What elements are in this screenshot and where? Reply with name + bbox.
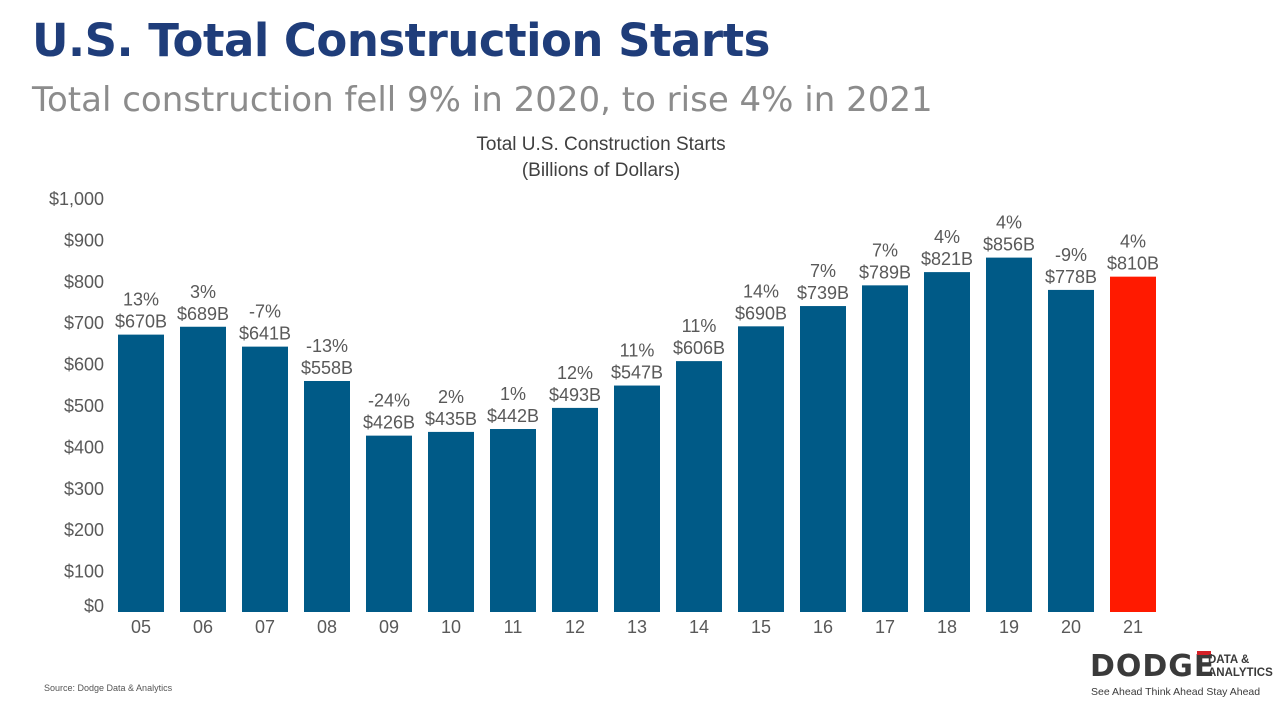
x-tick-label: 21 [1123, 617, 1143, 637]
value-label: $547B [611, 363, 663, 383]
y-tick-label: $800 [64, 272, 104, 292]
pct-label: -13% [306, 336, 348, 356]
bar-11 [490, 429, 536, 612]
pct-label: 11% [682, 316, 717, 336]
value-label: $606B [673, 338, 725, 358]
value-label: $442B [487, 406, 539, 426]
y-tick-label: $500 [64, 396, 104, 416]
bar-13 [614, 385, 660, 612]
bars [118, 257, 1156, 612]
value-label: $821B [921, 249, 973, 269]
x-tick-label: 05 [131, 617, 151, 637]
pct-label: 11% [620, 341, 655, 361]
bar-07 [242, 346, 288, 612]
bar-20 [1048, 289, 1094, 612]
x-tick-label: 11 [504, 617, 523, 637]
y-tick-label: $300 [64, 479, 104, 499]
bar-17 [862, 285, 908, 612]
value-label: $810B [1107, 254, 1159, 274]
page-title: U.S. Total Construction Starts [32, 14, 770, 67]
y-tick-label: $100 [64, 562, 104, 582]
pct-label: -24% [368, 391, 410, 411]
value-label: $856B [983, 235, 1035, 255]
chart-title: Total U.S. Construction Starts [476, 134, 726, 155]
chart-subtitle: (Billions of Dollars) [521, 160, 681, 181]
logo-wordmark: DODGE [1090, 649, 1216, 684]
bar-15 [738, 326, 784, 612]
logo-side-text: DATA & ANALYTICS [1208, 654, 1273, 679]
bar-16 [800, 306, 846, 612]
chart-title-block: Total U.S. Construction Starts (Billions… [0, 132, 1202, 184]
pct-label: 7% [872, 240, 898, 260]
x-axis: 05 06 07 08 09 10 11 12 13 14 15 16 17 18 19 20 21 [131, 617, 1143, 637]
y-tick-label: $0 [84, 596, 104, 616]
value-label: $739B [797, 283, 849, 303]
y-tick-label: $1,000 [49, 189, 104, 209]
x-tick-label: 13 [627, 617, 647, 637]
value-label: $778B [1045, 267, 1097, 287]
x-tick-label: 07 [255, 617, 275, 637]
x-tick-label: 14 [689, 617, 709, 637]
x-tick-label: 06 [193, 617, 213, 637]
x-tick-label: 09 [379, 617, 399, 637]
bar-08 [304, 380, 350, 612]
bar-05 [118, 334, 164, 612]
pct-label: 4% [934, 227, 960, 247]
bar-14 [676, 361, 722, 612]
y-tick-label: $200 [64, 520, 104, 540]
value-label: $435B [425, 409, 477, 429]
y-axis: $0 $100 $200 $300 $400 $500 $600 $700 $800 $900 $1… [49, 189, 104, 616]
value-label: $689B [177, 304, 229, 324]
pct-label: 13% [123, 290, 159, 310]
x-tick-label: 19 [999, 617, 1019, 637]
value-label: $426B [363, 413, 415, 433]
x-tick-label: 15 [751, 617, 771, 637]
source-note: Source: Dodge Data & Analytics [44, 683, 173, 693]
bar-19 [986, 257, 1032, 612]
bar-10 [428, 431, 474, 612]
bar-18 [924, 272, 970, 612]
logo-tagline: See Ahead Think Ahead Stay Ahead [1091, 686, 1261, 698]
page-subtitle: Total construction fell 9% in 2020, to r… [32, 80, 933, 120]
value-label: $493B [549, 385, 601, 405]
bar-21 [1110, 276, 1156, 612]
pct-label: -7% [249, 302, 281, 322]
x-tick-label: 08 [317, 617, 337, 637]
x-tick-label: 17 [875, 617, 895, 637]
value-label: $670B [115, 312, 167, 332]
y-tick-label: $900 [64, 230, 104, 250]
x-tick-label: 20 [1061, 617, 1081, 637]
x-tick-label: 12 [565, 617, 585, 637]
pct-label: 4% [1120, 232, 1146, 252]
pct-label: 1% [500, 384, 526, 404]
dodge-logo: DODGE DATA & ANALYTICS See Ahead Think A… [1090, 650, 1280, 702]
y-tick-label: $400 [64, 437, 104, 457]
x-tick-label: 16 [813, 617, 833, 637]
pct-label: 14% [743, 281, 779, 301]
pct-label: 7% [810, 261, 836, 281]
bar-12 [552, 407, 598, 612]
value-label: $690B [735, 303, 787, 323]
y-tick-label: $600 [64, 355, 104, 375]
pct-label: 4% [996, 213, 1022, 233]
y-tick-label: $700 [64, 313, 104, 333]
pct-label: 3% [190, 282, 216, 302]
logo-accent [1197, 651, 1211, 655]
value-label: $641B [239, 324, 291, 344]
pct-label: 12% [557, 363, 593, 383]
value-label: $789B [859, 262, 911, 282]
bar-09 [366, 435, 412, 612]
x-tick-label: 18 [937, 617, 957, 637]
pct-label: -9% [1055, 245, 1087, 265]
bar-06 [180, 326, 226, 612]
value-label: $558B [301, 358, 353, 378]
x-tick-label: 10 [441, 617, 461, 637]
pct-label: 2% [438, 387, 464, 407]
